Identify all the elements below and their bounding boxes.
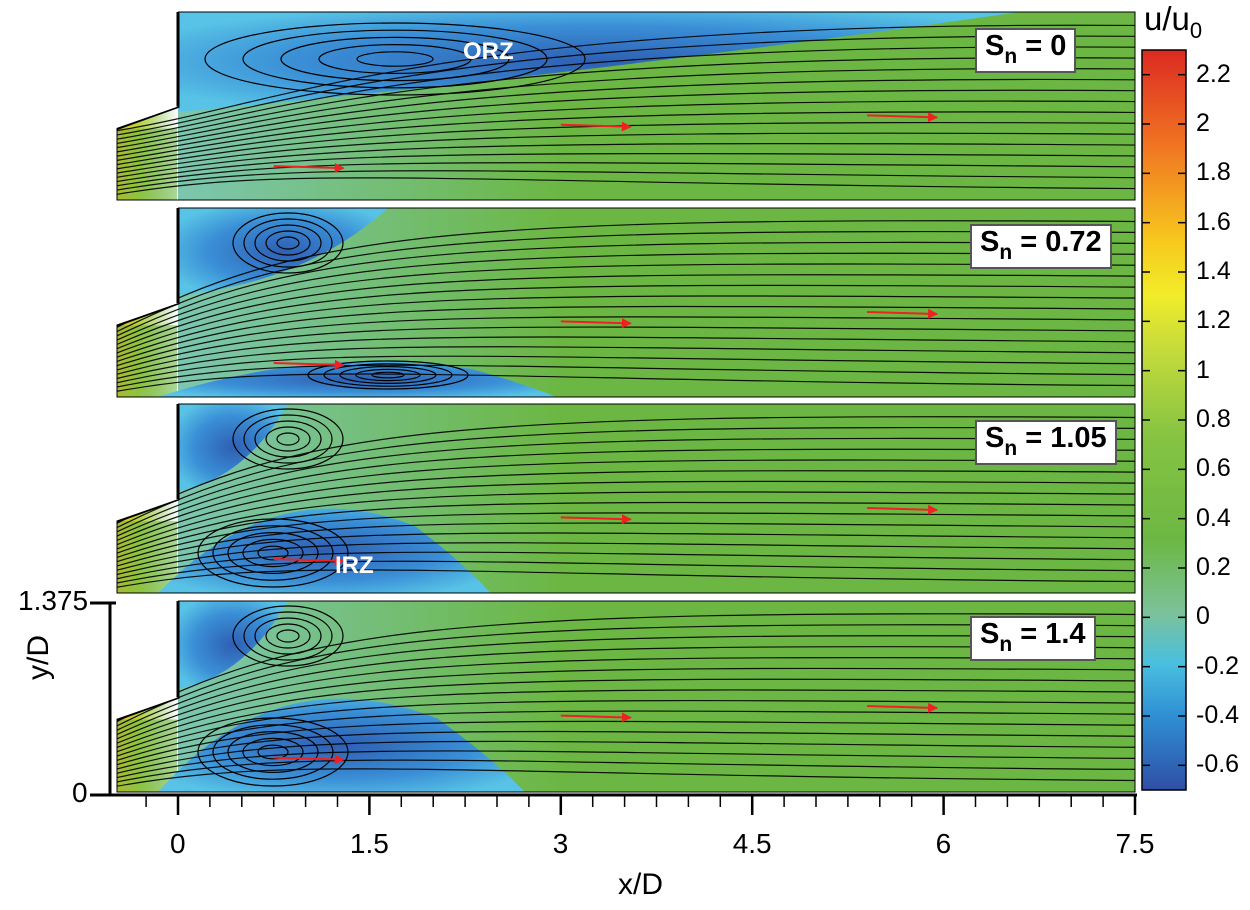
y-tick-label: 1.375 <box>18 585 89 616</box>
colorbar-tick-label: 1.6 <box>1196 207 1231 236</box>
colorbar-tick-label: -0.6 <box>1196 750 1240 779</box>
panel-2 <box>115 206 1136 398</box>
colorbar-tick-label: -0.2 <box>1196 651 1240 680</box>
colorbar-tick-label: 2 <box>1196 109 1210 137</box>
colorbar-tick-label: 0.6 <box>1196 454 1231 483</box>
swirl-number-label: Sn = 0.72 <box>970 224 1112 270</box>
panel-3 <box>115 402 1136 594</box>
swirl-number-label: Sn = 1.05 <box>975 420 1117 466</box>
swirl-number-label: Sn = 1.4 <box>970 616 1096 662</box>
contour-panels <box>115 10 1136 793</box>
y-axis-title: y/D <box>22 635 55 680</box>
colorbar-tick-label: 2.2 <box>1196 59 1231 88</box>
corner-region <box>178 208 388 295</box>
recirculation-zone-label: IRZ <box>335 552 374 579</box>
swirl-number-label: Sn = 0 <box>975 28 1077 74</box>
x-tick-label: 1.5 <box>349 828 389 859</box>
colorbar-tick-label: 1.2 <box>1196 306 1231 335</box>
irz-region <box>158 508 491 593</box>
x-tick-label: 4.5 <box>732 828 772 859</box>
x-tick-label: 7.5 <box>1115 828 1155 859</box>
colorbar-ticks <box>1142 73 1186 767</box>
colorbar-tick-label: 0.8 <box>1196 405 1231 433</box>
recirculation-zone-label: ORZ <box>463 38 514 65</box>
colorbar-tick-label: -0.4 <box>1196 701 1240 729</box>
colorbar-title: u/u0 <box>1144 0 1203 43</box>
corner-region <box>178 404 288 491</box>
corner-region <box>178 601 288 689</box>
x-tick-label: 3 <box>552 828 569 859</box>
x-axis <box>95 793 1137 815</box>
colorbar-tick-label: 0.4 <box>1196 503 1231 532</box>
y-axis <box>90 601 116 797</box>
colorbar-tick-label: 1.8 <box>1196 158 1231 187</box>
x-tick-label: 6 <box>935 828 952 859</box>
irz-region <box>158 361 556 397</box>
y-tick-label: 0 <box>72 777 88 808</box>
x-tick-label: 0 <box>170 828 186 859</box>
colorbar-tick-label: 1 <box>1196 355 1210 384</box>
colorbar-tick-label: 0 <box>1196 602 1210 631</box>
x-axis-title: x/D <box>618 868 663 901</box>
colorbar-tick-label: 0.2 <box>1196 553 1231 581</box>
colorbar-tick-label: 1.4 <box>1196 257 1231 285</box>
